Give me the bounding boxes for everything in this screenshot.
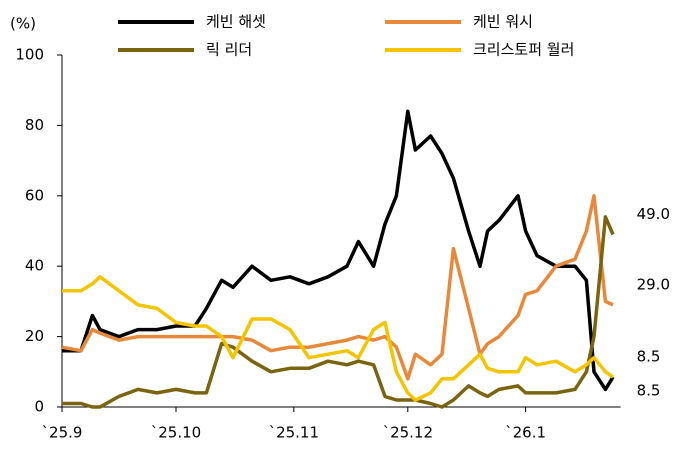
x-tick-label: `25.9 (42, 424, 83, 442)
legend-label: 크리스토퍼 월러 (473, 41, 574, 59)
x-tick-label: `26.1 (505, 424, 546, 442)
y-tick-label: 80 (25, 116, 44, 134)
y-unit: (%) (10, 15, 36, 33)
legend-label: 케빈 워시 (473, 13, 533, 31)
y-tick-label: 0 (34, 398, 44, 416)
x-tick-label: `25.10 (151, 424, 201, 442)
y-tick-label: 20 (25, 327, 44, 345)
series-line (62, 109, 615, 392)
legend-label: 릭 리더 (206, 41, 252, 59)
end-label: 8.5 (637, 348, 661, 366)
y-tick-label: 40 (25, 257, 44, 275)
x-tick-label: `25.11 (269, 424, 319, 442)
end-label: 29.0 (637, 275, 670, 293)
end-label: 8.5 (637, 382, 661, 400)
series-line (61, 194, 614, 381)
y-tick-label: 100 (15, 46, 44, 64)
y-tick-label: 60 (25, 186, 44, 204)
series-line (62, 215, 615, 409)
end-label: 49.0 (637, 205, 670, 223)
x-tick-label: `25.12 (383, 424, 433, 442)
series-line (62, 275, 615, 402)
legend-label: 케빈 해셋 (206, 13, 266, 31)
